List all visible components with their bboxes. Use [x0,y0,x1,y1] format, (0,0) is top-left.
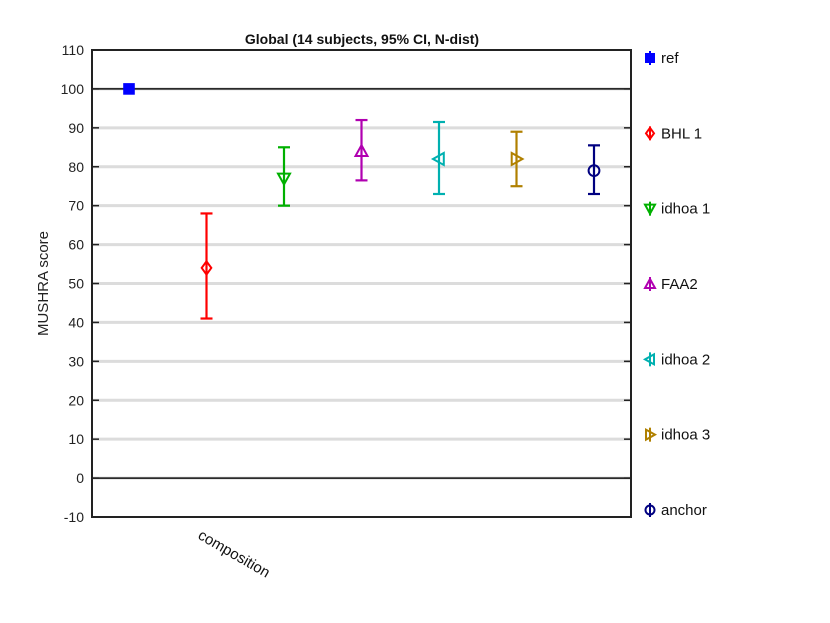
legend-entry: BHL 1 [644,125,702,142]
marker-diamond [644,126,656,141]
y-tick-label: 70 [68,198,84,214]
chart-title: Global (14 subjects, 95% CI, N-dist) [245,31,479,47]
y-tick-label: 30 [68,353,84,369]
series-marks [123,83,601,320]
marker-square [123,83,135,95]
y-tick-label: 40 [68,314,84,330]
legend-label: idhoa 1 [661,201,710,218]
legend: ref BHL 1 idhoa 1 FAA2 idhoa 2 idhoa 3 anchor [642,50,710,519]
marker-triangle-right [510,151,525,167]
legend-entry: idhoa 2 [642,351,710,368]
legend-label: BHL 1 [661,125,702,142]
legend-entry: anchor [644,502,707,519]
marker-diamond [200,259,213,277]
legend-label: ref [661,50,679,67]
marker-triangle-right [645,427,658,442]
legend-entry: FAA2 [643,276,698,293]
plot-frame [91,49,632,518]
y-tick-label: 10 [68,431,84,447]
marker-circle [587,164,601,178]
series-idhoa-2 [430,120,445,196]
series-ref [123,83,135,95]
marker-triangle-down [276,172,292,187]
y-tick-label: 50 [68,276,84,292]
y-tick-label: 110 [62,42,85,58]
series-faa2 [353,118,370,182]
series-bhl-1 [200,212,213,320]
y-tick-label: 100 [61,81,85,97]
marker-circle [644,504,656,516]
legend-entry: ref [645,50,679,67]
series-idhoa-3 [510,130,525,188]
marker-triangle-up [353,143,370,157]
legend-label: idhoa 3 [661,427,710,444]
legend-entry: idhoa 3 [645,427,710,444]
y-tick-label: 20 [68,392,84,408]
marker-triangle-left [430,151,445,167]
marker-triangle-up [643,276,657,289]
y-axis-label: MUSHRA score [35,231,52,336]
y-tick-label: 60 [68,237,84,253]
marker-square [645,53,655,63]
y-tick-label: 80 [68,159,84,175]
y-tick-label: 90 [68,120,84,136]
marker-triangle-down [643,203,657,216]
y-tick-label: 0 [76,470,84,486]
legend-entry: idhoa 1 [643,201,710,218]
x-category-label: composition [195,527,273,582]
y-tick-label: -10 [64,509,84,525]
series-anchor [587,144,601,196]
series-idhoa-1 [276,146,292,207]
reference-lines [92,88,631,479]
marker-triangle-left [642,352,655,367]
legend-label: FAA2 [661,276,698,293]
y-axis-ticks: -10 0 10 20 30 40 50 60 70 80 90 100 110 [61,42,631,525]
legend-label: idhoa 2 [661,351,710,368]
legend-label: anchor [661,502,707,519]
